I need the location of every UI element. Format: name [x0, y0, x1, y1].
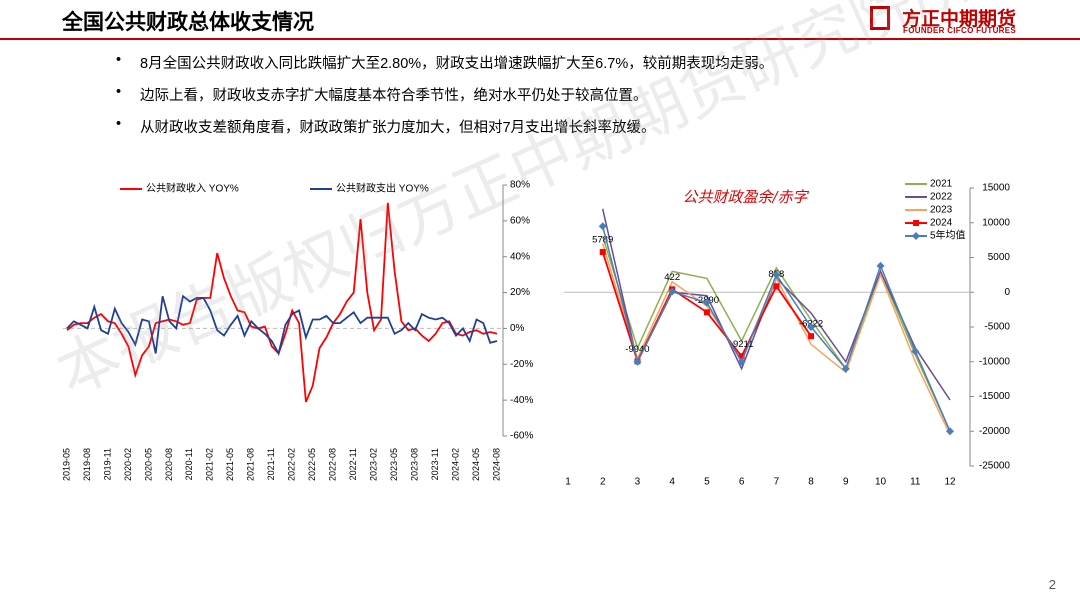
marker: [633, 357, 642, 366]
x-tick-label: 2020-02: [123, 448, 133, 481]
marker: [807, 323, 816, 331]
x-tick-label: 2023-11: [430, 448, 440, 480]
x-tick-label: 8: [808, 477, 814, 488]
y-tick-label: -20%: [510, 359, 533, 370]
x-tick-label: 2023-08: [409, 448, 419, 481]
y-tick-label: -20000: [979, 426, 1011, 437]
chart-title: 公共财政盈余/赤字: [682, 188, 809, 206]
header-rule: [0, 38, 1080, 40]
legend-marker: [912, 232, 920, 240]
x-tick-label: 2021-05: [225, 448, 235, 481]
slide-title: 全国公共财政总体收支情况: [62, 11, 314, 34]
x-tick-label: 5: [704, 477, 710, 488]
logo-text: 方正中期期货: [901, 9, 1016, 30]
y-tick-label: -15000: [979, 391, 1011, 402]
marker: [946, 427, 954, 436]
marker: [737, 357, 746, 366]
series-line: [601, 236, 951, 432]
x-tick-label: 7: [774, 477, 780, 488]
marker: [808, 333, 815, 340]
series-line: [66, 202, 498, 403]
x-tick-label: 2023-05: [389, 448, 399, 481]
legend-label: 5年均值: [930, 229, 966, 242]
x-tick-label: 2020-11: [184, 448, 194, 480]
y-tick-label: -5000: [984, 322, 1010, 333]
data-label: -9940: [625, 344, 649, 355]
x-tick-label: 2022-11: [348, 448, 358, 480]
data-label: 5789: [592, 235, 613, 246]
marker: [599, 249, 606, 256]
marker: [738, 353, 745, 360]
bullet: 从财政收支差额角度看，财政政策扩张力度加大，但相对7月支出增长斜率放缓。: [110, 116, 773, 148]
y-tick-label: 5000: [988, 252, 1011, 263]
x-tick-label: 2023-02: [369, 448, 379, 481]
y-tick-label: -40%: [510, 395, 533, 406]
bullet: 8月全国公共财政收入同比跌幅扩大至2.80%，财政支出增速跌幅扩大至6.7%，较…: [110, 52, 773, 84]
x-tick-label: 9: [843, 477, 849, 488]
x-tick-label: 12: [944, 477, 956, 488]
x-tick-label: 2022-08: [328, 448, 338, 481]
x-tick-label: 2021-11: [266, 448, 276, 480]
series-line: [601, 208, 951, 401]
legend-marker: [913, 220, 919, 226]
legend-label: 2021: [930, 179, 953, 190]
y-tick-label: 0: [1004, 287, 1010, 298]
bullet: 边际上看，财政收支赤字扩大幅度基本符合季节性，绝对水平仍处于较高位置。: [110, 84, 773, 116]
marker: [702, 298, 711, 307]
marker: [598, 222, 607, 231]
legend-label: 公共财政支出 YOY%: [336, 182, 429, 195]
x-tick-label: 6: [739, 477, 745, 488]
x-tick-label: 2022-05: [307, 448, 317, 481]
data-label: 422: [664, 272, 680, 283]
y-tick-label: 0%: [510, 323, 525, 334]
marker: [703, 309, 710, 316]
series-line: [66, 294, 498, 356]
marker: [773, 283, 780, 290]
marker: [911, 347, 920, 356]
y-tick-label: -25000: [979, 461, 1011, 472]
y-tick-label: 40%: [510, 251, 530, 262]
y-tick-label: -10000: [979, 356, 1011, 367]
x-tick-label: 2019-05: [61, 448, 71, 481]
y-tick-label: -60%: [510, 431, 533, 442]
y-tick-label: 20%: [510, 287, 530, 298]
marker: [876, 261, 885, 270]
x-tick-label: 2024-08: [491, 448, 501, 481]
x-tick-label: 2: [600, 477, 606, 488]
y-tick-label: 15000: [982, 183, 1010, 194]
x-tick-label: 4: [669, 477, 675, 488]
page-number: 2: [1048, 577, 1056, 592]
x-tick-label: 2019-08: [82, 448, 92, 481]
y-tick-label: 80%: [510, 180, 530, 191]
data-label: -9211: [730, 339, 754, 350]
x-tick-label: 1: [565, 477, 571, 488]
x-tick-label: 2024-02: [450, 448, 460, 481]
x-tick-label: 2022-02: [287, 448, 297, 481]
x-tick-label: 2020-05: [143, 448, 153, 481]
legend-label: 2022: [930, 192, 953, 203]
bullet-list: 8月全国公共财政收入同比跌幅扩大至2.80%，财政支出增速跌幅扩大至6.7%，较…: [110, 52, 773, 148]
x-tick-label: 2019-11: [102, 448, 112, 480]
marker: [772, 270, 781, 279]
marker: [668, 287, 677, 296]
x-tick-label: 2024-05: [471, 448, 481, 481]
legend-label: 2024: [930, 218, 953, 229]
x-tick-label: 3: [635, 477, 641, 488]
logo-english: FOUNDER CIFCO FUTURES: [903, 26, 1016, 35]
y-tick-label: 10000: [982, 217, 1010, 228]
x-tick-label: 2021-08: [246, 448, 256, 481]
marker: [841, 364, 850, 373]
x-tick-label: 10: [875, 477, 887, 488]
x-tick-label: 2020-08: [164, 448, 174, 481]
legend-label: 公共财政收入 YOY%: [146, 182, 239, 195]
y-tick-label: 60%: [510, 215, 530, 226]
x-tick-label: 11: [910, 477, 921, 488]
x-tick-label: 2021-02: [205, 448, 215, 481]
logo-icon: [870, 6, 890, 30]
legend-label: 2023: [930, 205, 953, 216]
